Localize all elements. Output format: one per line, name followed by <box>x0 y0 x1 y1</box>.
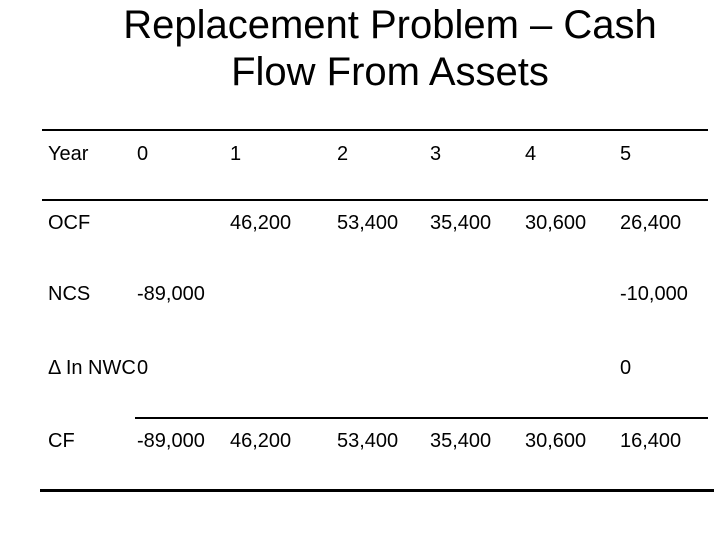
table-cell: 53,400 <box>337 430 399 452</box>
table-cell <box>337 281 430 307</box>
table-cell <box>230 355 337 382</box>
header-year-5-cell: 5 <box>620 143 632 165</box>
table-cell: 0 <box>137 357 149 379</box>
table-row-cf: CF -89,000 46,200 53,400 35,400 30,600 1… <box>48 428 708 454</box>
table-bottom-rule <box>40 489 714 492</box>
slide-title-line-2: Flow From Assets <box>231 50 549 94</box>
header-year-3-cell: 3 <box>430 143 442 165</box>
table-cell <box>430 355 525 382</box>
header-year-4-cell: 4 <box>525 143 537 165</box>
table-cell: 35,400 <box>430 212 492 234</box>
table-header-row: Year 0 1 2 3 4 5 <box>48 141 708 167</box>
cf-top-rule <box>135 417 708 419</box>
header-label-cell: Year <box>48 143 89 165</box>
table-cell <box>525 281 620 307</box>
table-row-ncs: NCS -89,000 -10,000 <box>48 281 708 307</box>
table-row-ocf: OCF 46,200 53,400 35,400 30,600 26,400 <box>48 210 708 236</box>
table-cell: -10,000 <box>620 283 688 305</box>
row-label: Δ In NWC <box>48 357 136 379</box>
table-cell: 26,400 <box>620 212 682 234</box>
header-year-0-cell: 0 <box>137 143 149 165</box>
table-cell: 0 <box>620 357 632 379</box>
header-year-2-cell: 2 <box>337 143 349 165</box>
table-cell: -89,000 <box>137 430 205 452</box>
table-top-rule <box>42 129 708 131</box>
table-cell: 30,600 <box>525 212 587 234</box>
table-cell <box>430 281 525 307</box>
slide-title-line-1: Replacement Problem – Cash <box>123 3 657 47</box>
table-cell: 53,400 <box>337 212 399 234</box>
header-year-1-cell: 1 <box>230 143 242 165</box>
table-cell: 46,200 <box>230 212 292 234</box>
table-cell: 35,400 <box>430 430 492 452</box>
table-cell <box>230 281 337 307</box>
header-bottom-rule <box>42 199 708 201</box>
table-cell: 30,600 <box>525 430 587 452</box>
row-label: NCS <box>48 283 91 305</box>
table-cell: -89,000 <box>137 283 205 305</box>
table-cell: 16,400 <box>620 430 682 452</box>
table-cell <box>525 355 620 382</box>
row-label: OCF <box>48 212 91 234</box>
table-cell: 46,200 <box>230 430 292 452</box>
slide-title: Replacement Problem – Cash Flow From Ass… <box>70 2 710 96</box>
row-label: CF <box>48 430 75 452</box>
table-cell <box>337 355 430 382</box>
table-row-delta-nwc: Δ In NWC 0 0 <box>48 355 708 382</box>
table-cell <box>137 210 230 236</box>
